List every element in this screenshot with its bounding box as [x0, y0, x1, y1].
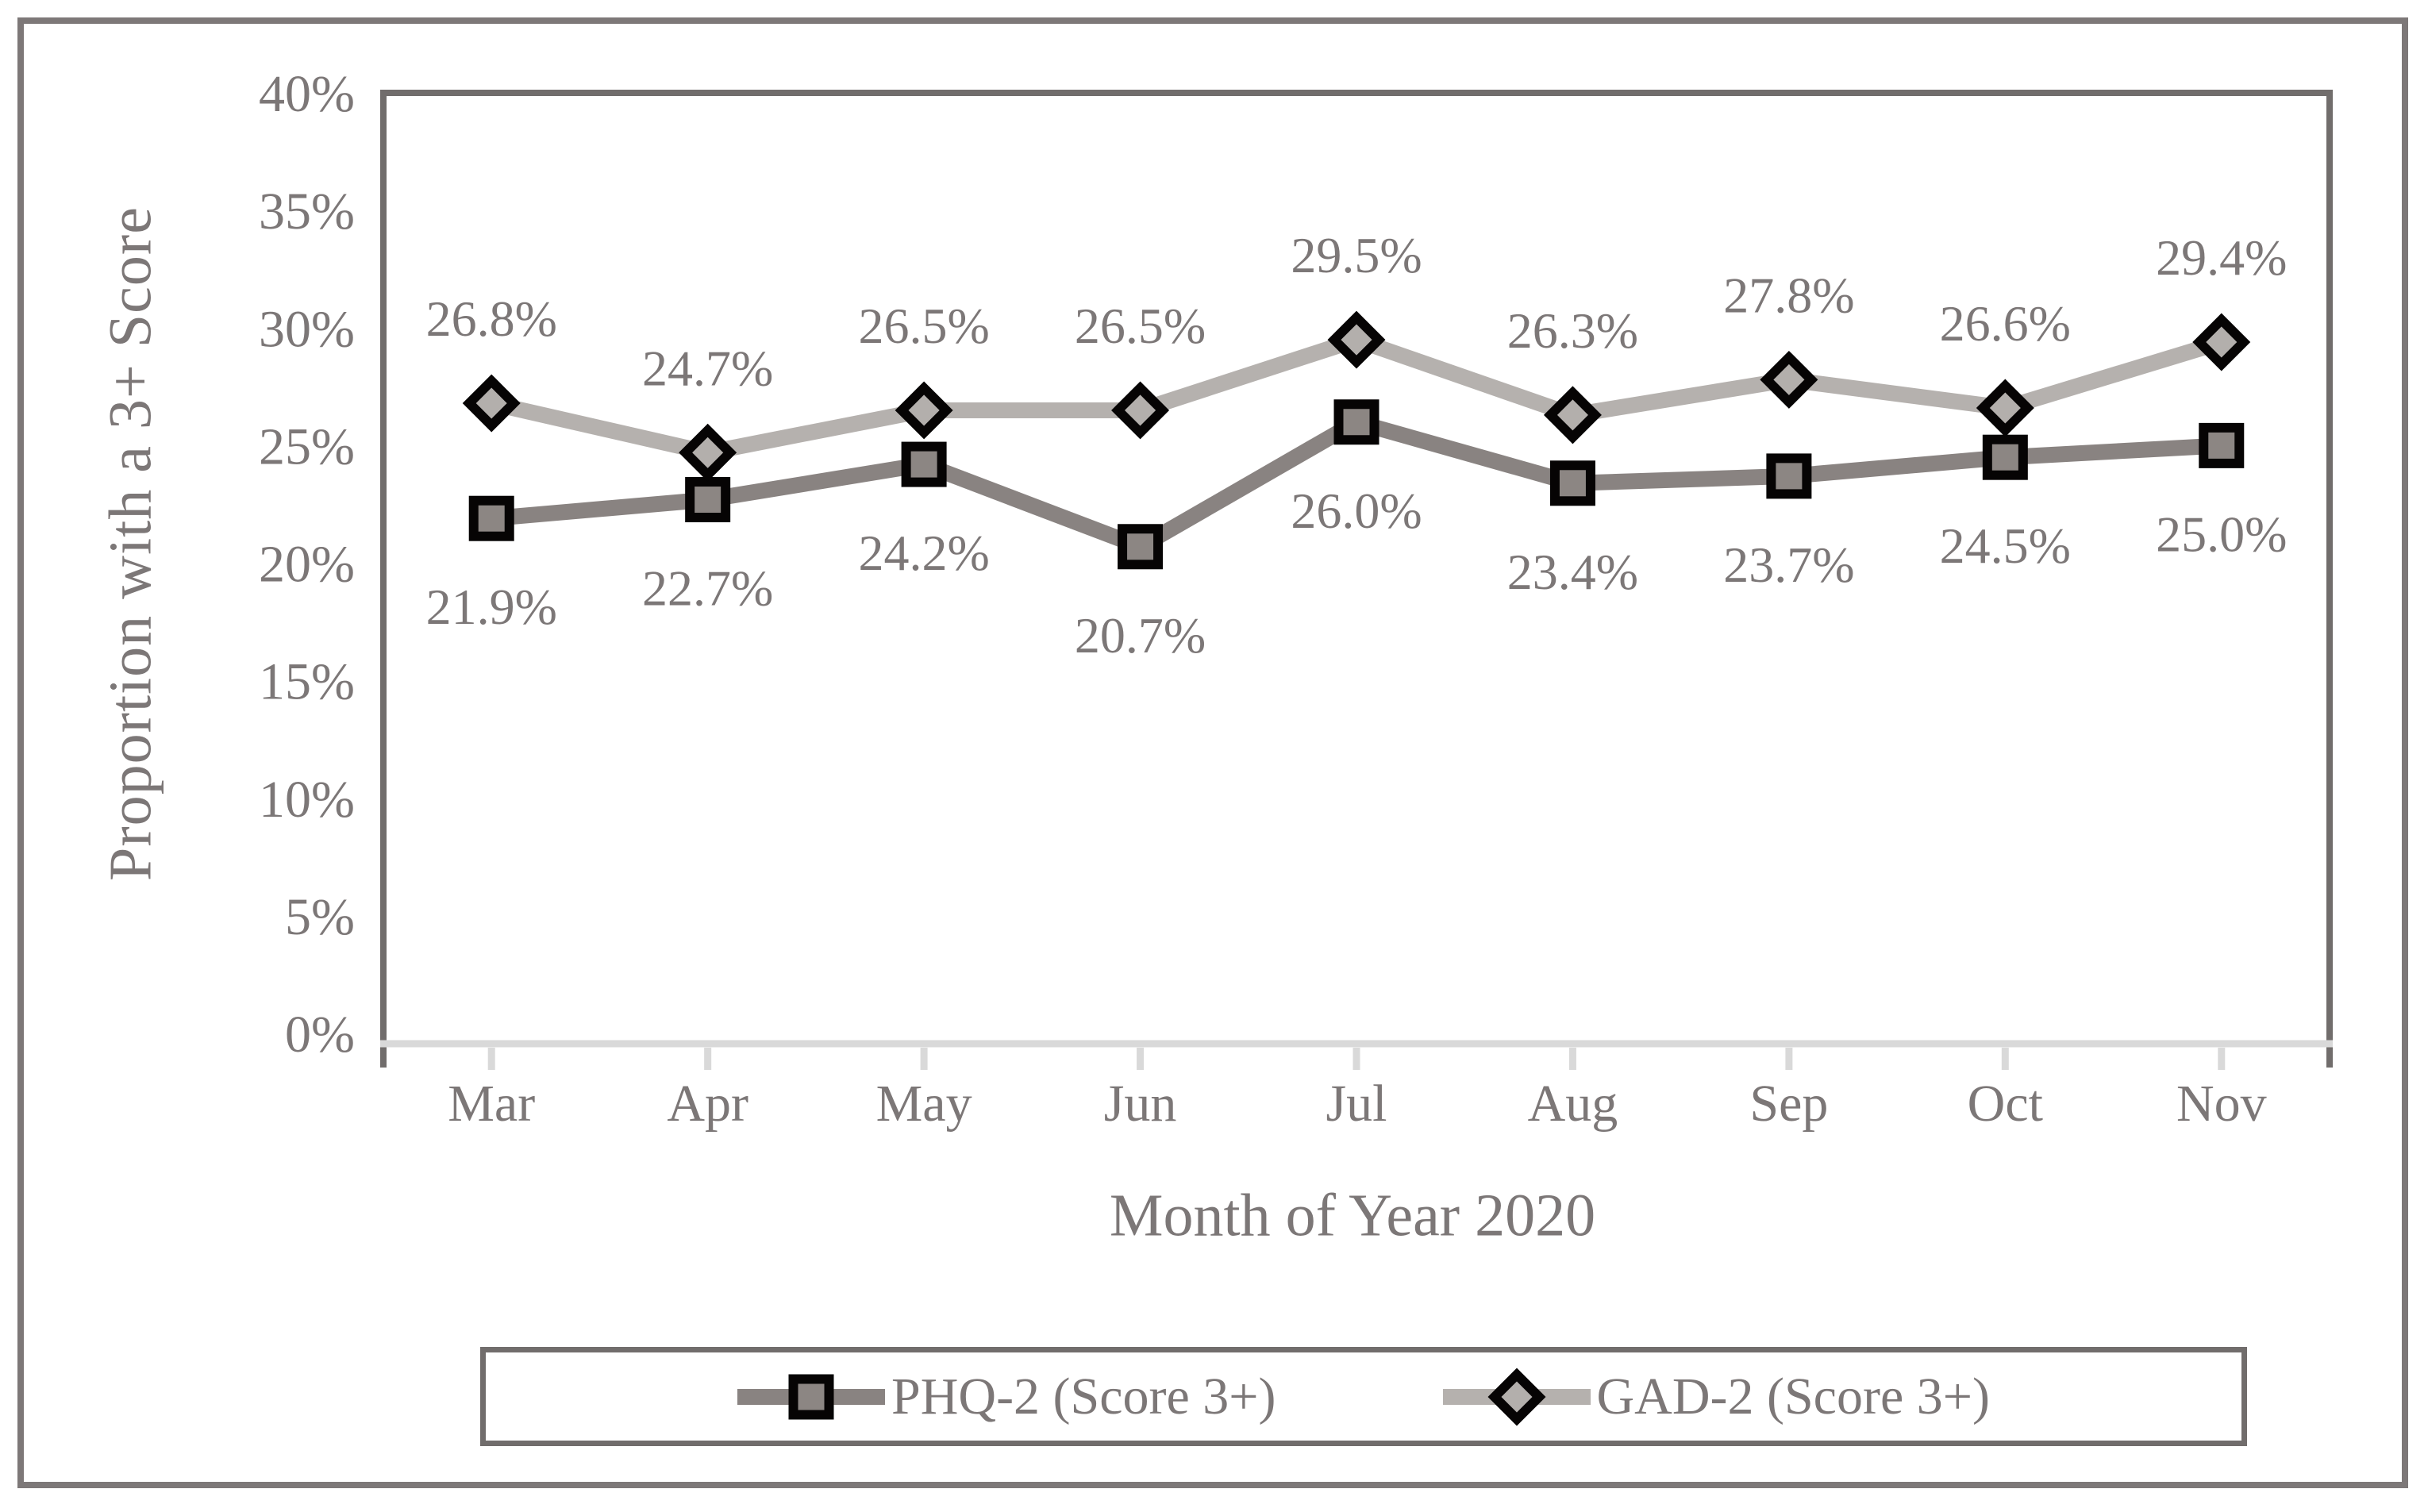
- data-label: 23.4%: [1507, 544, 1638, 600]
- data-label: 24.2%: [858, 525, 989, 581]
- x-tick-label: Mar: [448, 1075, 535, 1133]
- x-tick-label: Apr: [667, 1075, 748, 1133]
- plot-area-border: [380, 90, 2333, 1068]
- gad-2-score-3--marker: [1327, 310, 1386, 369]
- gad-2-score-3--marker: [679, 423, 737, 482]
- y-tick-label: 40%: [259, 65, 355, 123]
- y-tick-label: 20%: [259, 536, 355, 594]
- data-label: 26.8%: [426, 290, 557, 347]
- y-tick-label: 10%: [259, 771, 355, 829]
- x-tick-label: Jul: [1326, 1075, 1387, 1133]
- x-axis-title: Month of Year 2020: [1109, 1182, 1596, 1249]
- data-label: 25.0%: [2156, 506, 2287, 562]
- x-tick-label: Jun: [1104, 1075, 1177, 1133]
- legend-item-gad2: GAD-2 (Score 3+): [1442, 1357, 1990, 1437]
- legend: PHQ-2 (Score 3+) GAD-2 (Score 3+): [480, 1347, 2247, 1446]
- phq-2-score-3--marker: [1549, 460, 1595, 506]
- y-tick-label: 35%: [259, 183, 355, 240]
- data-label: 22.7%: [642, 560, 773, 617]
- phq-2-score-3--marker: [685, 477, 731, 523]
- data-label: 26.3%: [1507, 302, 1638, 359]
- data-label: 20.7%: [1075, 607, 1206, 664]
- data-label: 29.5%: [1291, 227, 1422, 283]
- legend-label-phq2: PHQ-2 (Score 3+): [891, 1367, 1276, 1425]
- y-tick-label: 5%: [285, 888, 355, 946]
- phq-2-score-3--marker: [1333, 399, 1379, 445]
- y-tick-label: 25%: [259, 417, 355, 475]
- gad-2-score-3--marker: [1111, 381, 1170, 440]
- phq-2-score-3--marker: [2199, 422, 2245, 468]
- data-label: 24.7%: [642, 340, 773, 396]
- gad-2-score-3--marker: [1760, 350, 1818, 409]
- phq-2-score-3--marker: [1118, 524, 1164, 570]
- data-label: 27.8%: [1723, 267, 1854, 323]
- x-tick-label: Aug: [1528, 1075, 1618, 1133]
- phq-2-score-3--marker: [1766, 453, 1812, 499]
- data-label: 24.5%: [1940, 517, 2071, 574]
- x-tick-label: Sep: [1749, 1075, 1828, 1133]
- data-label: 26.0%: [1291, 483, 1422, 539]
- legend-label-gad2: GAD-2 (Score 3+): [1596, 1367, 1990, 1425]
- gad-2-score-3--marker: [895, 381, 953, 440]
- gad-2-score-3--marker: [1976, 379, 2034, 437]
- data-label: 21.9%: [426, 579, 557, 635]
- y-axis-title: Proportion with a 3+ Score: [97, 206, 164, 881]
- gad2-diamond-marker-icon: [1442, 1368, 1591, 1425]
- data-label: 29.4%: [2156, 229, 2287, 286]
- y-tick-label: 30%: [259, 300, 355, 358]
- phq-2-score-3--marker: [468, 495, 514, 541]
- data-label: 26.6%: [1940, 295, 2071, 352]
- x-tick-label: Nov: [2176, 1075, 2267, 1133]
- y-tick-label: 0%: [285, 1006, 355, 1064]
- gad-2-score-3--marker: [462, 374, 521, 433]
- x-tick-label: Oct: [1968, 1075, 2043, 1133]
- x-tick-label: May: [876, 1075, 972, 1133]
- y-tick-label: 15%: [259, 653, 355, 711]
- legend-item-phq2: PHQ-2 (Score 3+): [737, 1357, 1276, 1437]
- data-label: 23.7%: [1723, 537, 1854, 593]
- phq2-square-marker-icon: [737, 1374, 886, 1419]
- data-label: 26.5%: [858, 298, 989, 354]
- gad-2-score-3--marker: [2192, 313, 2251, 371]
- data-label: 26.5%: [1075, 298, 1206, 354]
- phq-2-score-3--marker: [1982, 434, 2028, 480]
- gad-2-score-3--marker: [1543, 386, 1602, 444]
- phq-2-score-3--marker: [901, 441, 947, 487]
